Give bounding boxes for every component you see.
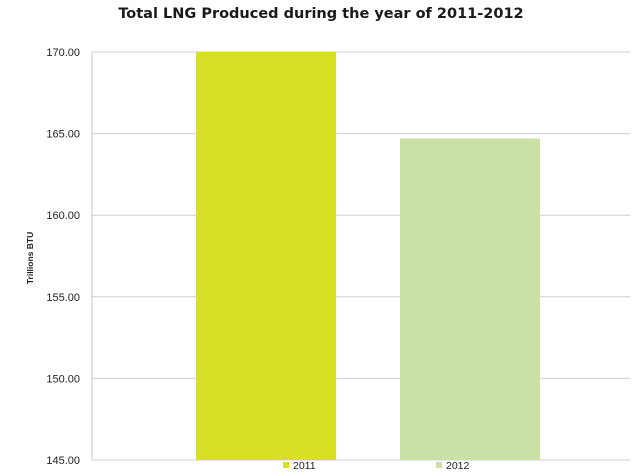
y-tick-label: 155.00 [46, 292, 80, 304]
legend-swatch-2011 [283, 462, 289, 468]
legend-label-2011: 2011 [293, 460, 316, 472]
legend-label-2012: 2012 [446, 460, 470, 472]
bars [196, 52, 540, 460]
y-tick-label: 150.00 [46, 373, 80, 385]
y-tick-label: 160.00 [46, 210, 80, 222]
y-tick-label: 170.00 [46, 47, 80, 59]
y-tick-label: 165.00 [46, 129, 80, 141]
y-tick-label: 145.00 [46, 455, 80, 467]
gridlines [91, 51, 630, 461]
bar-2012 [400, 138, 540, 460]
legend-swatch-2012 [436, 462, 442, 468]
chart-title: Total LNG Produced during the year of 20… [118, 6, 524, 22]
y-axis-label: Trillions BTU [25, 232, 35, 284]
y-axis-ticks: 145.00 150.00 155.00 160.00 165.00 170.00 [46, 47, 80, 467]
legend: 2011 2012 [283, 460, 470, 472]
bar-2011 [196, 52, 336, 460]
